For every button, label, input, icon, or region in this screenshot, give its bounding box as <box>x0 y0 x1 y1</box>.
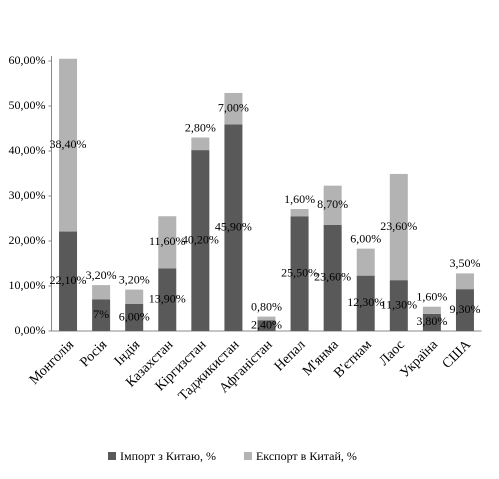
data-label: 8,70% <box>317 197 348 211</box>
bar-segment <box>257 316 276 321</box>
bar-segment <box>389 173 408 281</box>
data-label: 3,50% <box>449 256 480 270</box>
x-tick-label: Україна <box>398 337 442 381</box>
y-tick-label: 0,00% <box>15 323 46 337</box>
bar-segment <box>455 289 474 331</box>
legend-label: Експорт в Китай, % <box>256 449 357 463</box>
bar-segment <box>323 185 342 225</box>
data-label: 7% <box>93 307 109 321</box>
data-label: 22,10% <box>50 273 87 287</box>
data-label: 23,60% <box>380 219 417 233</box>
bar-segment <box>323 224 342 331</box>
bar-segment <box>455 273 474 290</box>
data-label: 11,60% <box>149 234 186 248</box>
data-label: 23,60% <box>314 270 351 284</box>
bar-segment <box>59 231 78 331</box>
x-tick-label: В'єтнам <box>331 337 375 381</box>
data-label: 3,20% <box>86 268 117 282</box>
bar-segment <box>191 150 210 331</box>
data-label: 40,20% <box>182 232 219 246</box>
x-tick-label: Росія <box>77 337 110 370</box>
data-label: 2,40% <box>251 317 282 331</box>
bar-segment <box>59 58 78 232</box>
y-tick-label: 30,00% <box>9 188 46 202</box>
data-label: 7,00% <box>218 100 249 114</box>
y-tick-label: 20,00% <box>9 233 46 247</box>
bar-segment <box>125 304 144 331</box>
data-label: 3,20% <box>119 272 150 286</box>
x-tick-label: Монголія <box>27 337 78 388</box>
y-tick-label: 60,00% <box>9 53 46 67</box>
y-tick-label: 10,00% <box>9 278 46 292</box>
y-tick-label: 40,00% <box>9 143 46 157</box>
bar-segment <box>191 137 210 151</box>
data-label: 13,90% <box>149 291 186 305</box>
bar-segment <box>158 268 177 331</box>
bar-segment <box>422 306 441 314</box>
legend-swatch <box>243 452 252 460</box>
bar-segment <box>224 92 243 125</box>
bar-segment <box>257 320 276 331</box>
bar-segment <box>356 275 375 331</box>
data-label: 45,90% <box>215 219 252 233</box>
bar-segment <box>290 216 309 331</box>
bar-segment <box>92 285 111 300</box>
bar-segment <box>158 216 177 269</box>
data-label: 6,00% <box>350 231 381 245</box>
data-label: 38,40% <box>50 137 87 151</box>
data-label: 1,60% <box>416 289 447 303</box>
bar-segment <box>356 248 375 276</box>
bar-segment <box>422 313 441 331</box>
bar-segment <box>389 280 408 331</box>
x-tick-label: США <box>440 337 475 372</box>
bar-segment <box>290 209 309 217</box>
legend-swatch <box>108 452 116 460</box>
bar-segment <box>125 289 144 304</box>
bar-segment <box>224 124 243 331</box>
data-label: 1,60% <box>284 192 315 206</box>
data-label: 11,30% <box>381 297 418 311</box>
data-label: 3,80% <box>416 314 447 328</box>
legend-label: Імпорт з Китаю, % <box>120 449 216 463</box>
bar-segment <box>92 299 111 331</box>
data-label: 0,80% <box>251 299 282 313</box>
data-label: 2,80% <box>185 120 216 134</box>
data-label: 12,30% <box>347 295 384 309</box>
y-tick-label: 50,00% <box>9 98 46 112</box>
data-label: 6,00% <box>119 309 150 323</box>
data-label: 9,30% <box>449 302 480 316</box>
data-label: 25,50% <box>281 265 318 279</box>
